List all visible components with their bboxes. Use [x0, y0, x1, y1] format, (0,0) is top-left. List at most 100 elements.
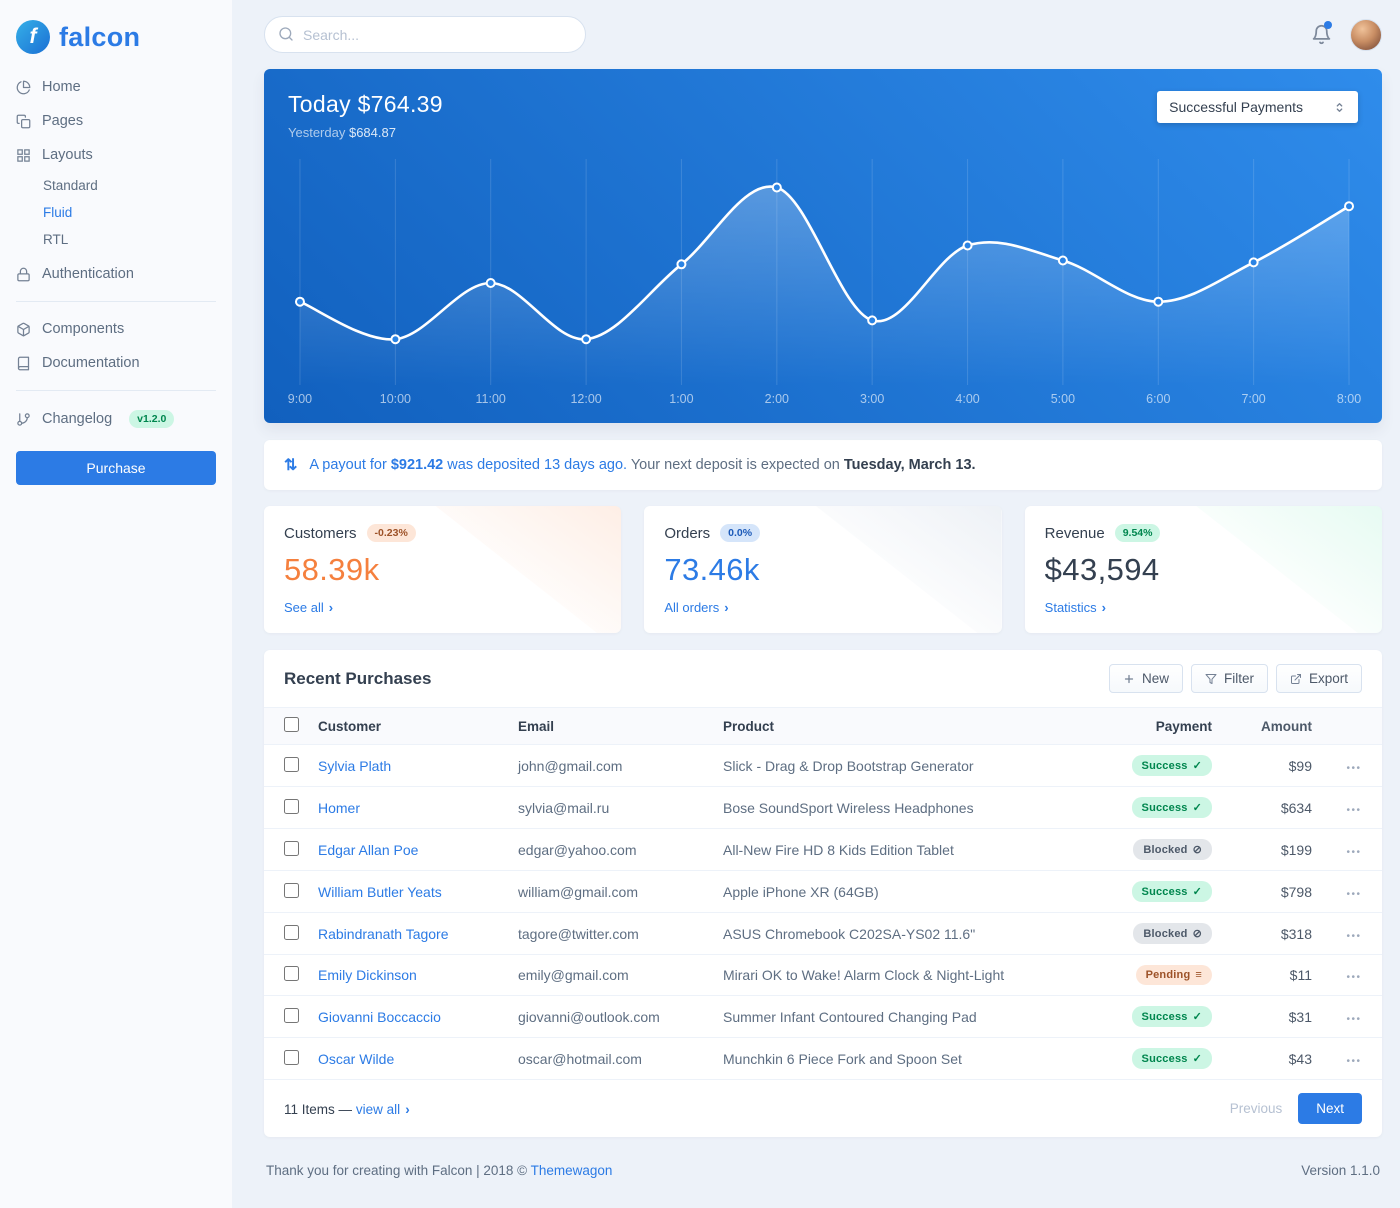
- column-header-customer[interactable]: Customer: [310, 707, 510, 745]
- sidebar-item-fluid[interactable]: Fluid: [43, 205, 73, 220]
- table-row: Homer sylvia@mail.ru Bose SoundSport Wir…: [264, 786, 1382, 829]
- plus-icon: [1123, 673, 1135, 685]
- customer-link[interactable]: Emily Dickinson: [318, 967, 417, 983]
- notifications-bell-icon[interactable]: [1311, 21, 1332, 45]
- payout-alert: ⇅ A payout for $921.42 was deposited 13 …: [264, 440, 1382, 490]
- column-header-actions: [1326, 707, 1382, 745]
- row-checkbox[interactable]: [284, 840, 299, 856]
- row-actions-button[interactable]: •••: [1346, 1055, 1362, 1067]
- payments-filter-select[interactable]: Successful Payments: [1157, 91, 1358, 123]
- sidebar-item-label: Pages: [42, 113, 84, 129]
- pagination: Previous Next: [1230, 1093, 1362, 1124]
- customer-link[interactable]: Sylvia Plath: [318, 757, 392, 774]
- sidebar-item-label: Home: [42, 79, 81, 95]
- column-header-amount[interactable]: Amount: [1230, 707, 1326, 745]
- svg-text:4:00: 4:00: [955, 392, 979, 406]
- sidebar-item-documentation[interactable]: Documentation: [0, 346, 232, 380]
- topbar-right: [1311, 18, 1382, 51]
- transfer-icon: ⇅: [284, 457, 298, 474]
- alert-text: A payout for $921.42 was deposited 13 da…: [309, 457, 976, 473]
- sidebar-item-layouts[interactable]: Layouts: [0, 138, 232, 172]
- customer-email: emily@gmail.com: [510, 954, 715, 996]
- table-toolbar: New Filter Export: [1108, 664, 1362, 693]
- row-actions-button[interactable]: •••: [1346, 762, 1362, 774]
- sidebar-item-label: Documentation: [42, 355, 140, 371]
- customer-link[interactable]: William Butler Yeats: [318, 883, 442, 900]
- row-checkbox[interactable]: [284, 882, 299, 898]
- avatar[interactable]: [1350, 18, 1382, 51]
- sort-arrows-icon: [1333, 101, 1346, 114]
- pie-chart-icon: [16, 80, 31, 95]
- row-actions-button[interactable]: •••: [1346, 846, 1362, 858]
- row-checkbox[interactable]: [284, 966, 299, 981]
- search-input[interactable]: [264, 16, 586, 53]
- view-all-link[interactable]: view all ›: [355, 1101, 410, 1117]
- customer-link[interactable]: Oscar Wilde: [318, 1050, 395, 1067]
- status-icon: ≡: [1195, 969, 1202, 981]
- row-actions-button[interactable]: •••: [1346, 972, 1362, 983]
- footer-version: Version 1.1.0: [1301, 1163, 1380, 1178]
- status-icon: ✓: [1192, 886, 1202, 898]
- column-header-product[interactable]: Product: [715, 707, 1100, 745]
- all-orders-link[interactable]: All orders ›: [664, 600, 729, 615]
- row-checkbox[interactable]: [284, 798, 299, 814]
- table-row: Giovanni Boccaccio giovanni@outlook.com …: [264, 995, 1382, 1038]
- stat-title: Revenue: [1044, 524, 1105, 542]
- sidebar-item-standard[interactable]: Standard: [43, 178, 98, 193]
- amount: $99: [1230, 744, 1326, 787]
- stat-card-revenue: Revenue 9.54% $43,594 Statistics ›: [1024, 506, 1382, 633]
- sidebar-item-changelog[interactable]: Changelog v1.2.0: [0, 401, 232, 437]
- customer-email: tagore@twitter.com: [510, 912, 715, 955]
- table-row: William Butler Yeats william@gmail.com A…: [264, 870, 1382, 913]
- customer-link[interactable]: Homer: [318, 799, 361, 816]
- row-actions-button[interactable]: •••: [1346, 1013, 1362, 1025]
- stat-badge: 9.54%: [1114, 524, 1161, 542]
- main-content: Today $764.39 Yesterday $684.87 Successf…: [232, 0, 1400, 1208]
- amount: $798: [1230, 870, 1326, 913]
- product-name: All-New Fire HD 8 Kids Edition Tablet: [715, 828, 1100, 871]
- new-button[interactable]: New: [1108, 664, 1183, 693]
- topbar: [264, 16, 1382, 53]
- sidebar-item-pages[interactable]: Pages: [0, 104, 232, 138]
- statistics-link[interactable]: Statistics ›: [1044, 600, 1107, 615]
- purchase-button[interactable]: Purchase: [16, 451, 216, 485]
- row-checkbox[interactable]: [284, 1007, 299, 1023]
- see-all-link[interactable]: See all ›: [284, 600, 334, 615]
- sidebar-item-rtl[interactable]: RTL: [43, 232, 69, 247]
- customer-link[interactable]: Edgar Allan Poe: [318, 841, 419, 858]
- next-button[interactable]: Next: [1298, 1093, 1362, 1124]
- git-branch-icon: [16, 412, 31, 427]
- customer-link[interactable]: Giovanni Boccaccio: [318, 1008, 441, 1025]
- payment-status-badge: Success ✓: [1131, 1006, 1212, 1027]
- select-value: Successful Payments: [1169, 99, 1303, 115]
- sidebar-item-label: Changelog: [42, 411, 113, 427]
- status-icon: ✓: [1192, 802, 1202, 814]
- sidebar-item-components[interactable]: Components: [0, 312, 232, 346]
- customer-link[interactable]: Rabindranath Tagore: [318, 925, 449, 942]
- row-actions-button[interactable]: •••: [1346, 930, 1362, 942]
- recent-purchases-card: Recent Purchases New Filter Export: [264, 650, 1382, 1137]
- row-checkbox[interactable]: [284, 756, 299, 772]
- column-header-email[interactable]: Email: [510, 707, 715, 745]
- page-footer: Thank you for creating with Falcon | 201…: [264, 1137, 1382, 1208]
- svg-text:2:00: 2:00: [765, 392, 789, 406]
- row-checkbox[interactable]: [284, 1049, 299, 1065]
- brand-logo[interactable]: f falcon: [0, 10, 232, 70]
- sidebar-item-home[interactable]: Home: [0, 70, 232, 104]
- chart-title: Today $764.39: [288, 91, 443, 117]
- row-checkbox[interactable]: [284, 924, 299, 940]
- svg-text:7:00: 7:00: [1241, 392, 1265, 406]
- sidebar-item-authentication[interactable]: Authentication: [0, 257, 232, 291]
- grid-icon: [16, 148, 31, 163]
- payout-link[interactable]: A payout for $921.42 was deposited 13 da…: [309, 457, 628, 473]
- status-icon: ✓: [1192, 1011, 1202, 1023]
- stat-title: Orders: [664, 524, 711, 542]
- previous-button[interactable]: Previous: [1229, 1101, 1283, 1116]
- filter-button[interactable]: Filter: [1190, 664, 1268, 693]
- export-button[interactable]: Export: [1275, 664, 1362, 693]
- column-header-payment[interactable]: Payment: [1100, 707, 1230, 745]
- row-actions-button[interactable]: •••: [1346, 888, 1362, 900]
- select-all-checkbox[interactable]: [284, 717, 299, 732]
- themewagon-link[interactable]: Themewagon: [530, 1163, 613, 1178]
- row-actions-button[interactable]: •••: [1346, 804, 1362, 816]
